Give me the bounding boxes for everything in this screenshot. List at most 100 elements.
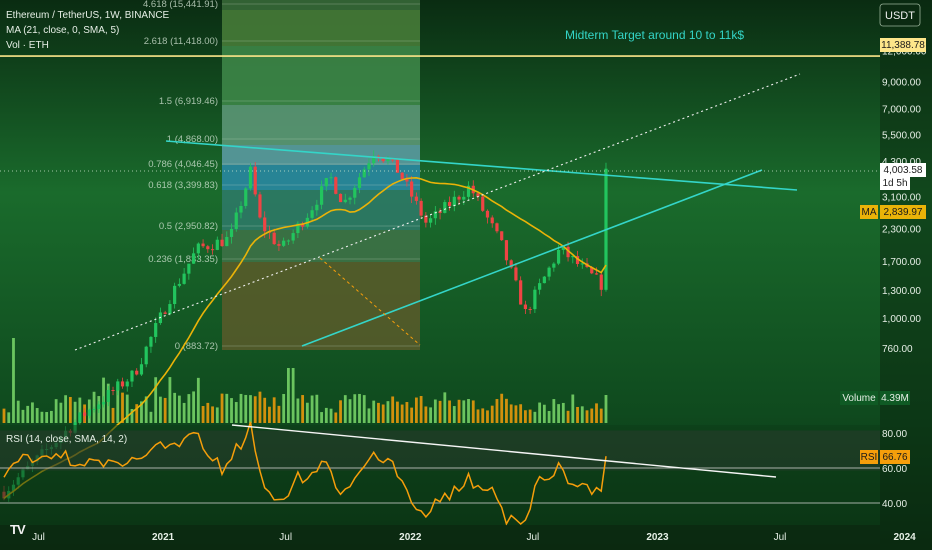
candle[interactable] xyxy=(367,158,371,176)
candle[interactable] xyxy=(424,212,428,228)
candle[interactable] xyxy=(234,207,238,232)
candle[interactable] xyxy=(485,209,490,224)
candle[interactable] xyxy=(571,255,575,264)
candle[interactable] xyxy=(357,173,362,194)
currency-label[interactable]: USDT xyxy=(885,10,915,22)
candle[interactable] xyxy=(324,177,328,192)
candle[interactable] xyxy=(500,231,504,241)
candle[interactable] xyxy=(348,196,352,205)
candle[interactable] xyxy=(599,272,603,297)
candle[interactable] xyxy=(111,386,115,396)
target-annotation[interactable]: Midterm Target around 10 to 11k$ xyxy=(565,28,744,42)
candle[interactable] xyxy=(433,206,437,225)
ma-label-badge[interactable]: MA xyxy=(860,205,878,219)
candle[interactable] xyxy=(125,379,129,392)
candle[interactable] xyxy=(429,214,433,228)
candle[interactable] xyxy=(594,267,599,275)
candle[interactable] xyxy=(329,172,333,184)
candle[interactable] xyxy=(419,198,423,219)
candle[interactable] xyxy=(296,221,300,239)
candle[interactable] xyxy=(395,159,400,173)
dashed-projection-line[interactable] xyxy=(319,257,421,346)
candle[interactable] xyxy=(225,231,229,247)
candle[interactable] xyxy=(372,150,376,167)
candle[interactable] xyxy=(244,186,248,209)
candle[interactable] xyxy=(272,228,276,245)
candle[interactable] xyxy=(528,306,532,314)
candle[interactable] xyxy=(116,378,120,396)
candle[interactable] xyxy=(490,215,494,228)
candle[interactable] xyxy=(310,206,314,221)
candle[interactable] xyxy=(604,162,608,292)
legend-ma[interactable]: MA (21, close, 0, SMA, 5) xyxy=(6,25,120,36)
candle[interactable] xyxy=(386,155,390,165)
time-scale[interactable]: Jul2021Jul2022Jul2023Jul2024Jul2025Jul20… xyxy=(0,525,932,550)
candle[interactable] xyxy=(538,278,542,295)
candle[interactable] xyxy=(282,237,286,248)
currency-button[interactable] xyxy=(879,3,921,27)
candle[interactable] xyxy=(97,401,101,413)
candle[interactable] xyxy=(391,158,395,163)
ma-value-badge[interactable]: 2,839.97 xyxy=(880,205,926,219)
rsi-title[interactable]: RSI (14, close, SMA, 14, 2) xyxy=(6,434,127,445)
candle[interactable] xyxy=(229,223,234,244)
candle[interactable] xyxy=(87,408,91,419)
candle[interactable] xyxy=(135,368,139,376)
candle[interactable] xyxy=(82,408,87,422)
candle[interactable] xyxy=(286,239,290,246)
rsi-line[interactable] xyxy=(3,421,607,526)
candle[interactable] xyxy=(338,193,343,203)
candle[interactable] xyxy=(552,262,556,272)
trend-lines[interactable]: Midterm Target around 10 to 11k$ xyxy=(0,28,880,351)
candle[interactable] xyxy=(120,377,125,389)
candle[interactable] xyxy=(443,199,447,214)
fib-retracement[interactable]: 4.618 (15,441.91) 2.618 (11,418.00) 1.5 (6… xyxy=(143,0,420,352)
candle[interactable] xyxy=(215,236,219,251)
candle[interactable] xyxy=(466,181,471,201)
candle[interactable] xyxy=(168,300,172,316)
candle[interactable] xyxy=(258,191,262,219)
candle[interactable] xyxy=(139,357,144,376)
channel-lower-line[interactable] xyxy=(301,169,763,347)
volume-label-badge[interactable]: Volume xyxy=(840,391,878,405)
candle[interactable] xyxy=(334,176,338,195)
candle[interactable] xyxy=(149,336,153,353)
candle[interactable] xyxy=(447,196,452,211)
rsi-value-badge[interactable]: 66.76 xyxy=(880,450,910,464)
candle[interactable] xyxy=(523,300,527,314)
legend-symbol[interactable]: Ethereum / TetherUS, 1W, BINANCE xyxy=(6,10,170,21)
candle[interactable] xyxy=(210,244,215,255)
candle[interactable] xyxy=(253,161,257,197)
candle[interactable] xyxy=(495,222,499,234)
candle[interactable] xyxy=(106,385,110,407)
rsi-pane[interactable]: RSI (14, close, SMA, 14, 2) xyxy=(0,421,880,526)
candle[interactable] xyxy=(196,242,200,260)
candle[interactable] xyxy=(192,247,196,264)
candle[interactable] xyxy=(301,221,305,231)
candle[interactable] xyxy=(177,278,181,288)
volume-value-badge[interactable]: 4.39M xyxy=(880,391,910,405)
channel-upper-line[interactable] xyxy=(165,140,798,191)
candle[interactable] xyxy=(343,193,347,204)
candle[interactable] xyxy=(319,180,324,210)
candle[interactable] xyxy=(78,412,82,425)
candle[interactable] xyxy=(248,163,253,191)
candle[interactable] xyxy=(144,345,148,368)
candle[interactable] xyxy=(542,275,546,284)
candle[interactable] xyxy=(414,192,418,205)
candle[interactable] xyxy=(92,406,96,413)
candle[interactable] xyxy=(291,229,295,244)
candle[interactable] xyxy=(239,201,243,219)
candle[interactable] xyxy=(405,174,409,187)
candle[interactable] xyxy=(561,246,565,255)
candle[interactable] xyxy=(220,233,224,247)
candle[interactable] xyxy=(315,199,319,216)
candle[interactable] xyxy=(201,239,205,248)
rsi-label-badge[interactable]: RSI xyxy=(860,450,878,464)
candle[interactable] xyxy=(438,208,442,220)
price-scale[interactable]: USDT12,000.009,000.007,000.005,500.004,3… xyxy=(840,0,932,550)
candle[interactable] xyxy=(580,258,584,269)
candle[interactable] xyxy=(533,286,537,313)
